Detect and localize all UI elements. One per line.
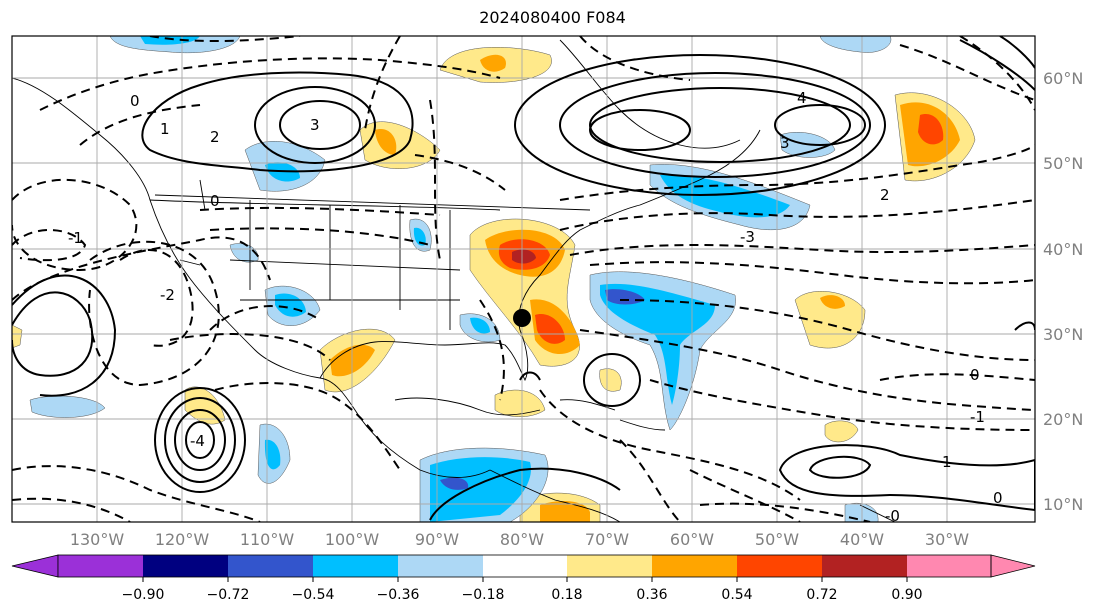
colorbar-tick: −0.72 (207, 587, 250, 603)
colorbar-segment (737, 555, 822, 577)
lon-label: 90°W (415, 530, 459, 549)
contour-label: -0 (885, 507, 900, 525)
map-frame (11, 35, 1036, 523)
contour-label: 0 (130, 92, 140, 110)
contour-label: -1 (68, 229, 83, 247)
lat-label: 40°N (1043, 240, 1083, 259)
colorbar-tick: −0.36 (377, 587, 420, 603)
coastlines-borders (12, 39, 896, 522)
negative-contours (12, 36, 1035, 522)
colorbar-tick: 0.36 (636, 587, 667, 603)
colorbar-segment (398, 555, 483, 577)
contour-label: 3 (310, 116, 320, 134)
lon-label: 100°W (325, 530, 380, 549)
contour-label: 3 (780, 134, 790, 152)
colorbar-segment (907, 555, 991, 577)
colorbar-tick: 0.54 (721, 587, 752, 603)
contour-label: -3 (740, 228, 755, 246)
contour-label-group: 0 1 2 3 0 -1 -2 -3 4 -4 2 -0 0 1 -1 0 3 (68, 89, 1003, 525)
colorbar-tick: −0.18 (462, 587, 505, 603)
lon-label: 130°W (70, 530, 125, 549)
longitude-labels: 130°W 120°W 110°W 100°W 90°W 80°W 70°W 6… (70, 530, 969, 549)
contour-label: 2 (210, 128, 220, 146)
lat-label: 30°N (1043, 325, 1083, 344)
storm-location-dot (513, 309, 531, 327)
lat-label: 10°N (1043, 495, 1083, 514)
colorbar-segment (58, 555, 143, 577)
colorbar-segment (652, 555, 737, 577)
colorbar-segment (313, 555, 398, 577)
contour-label: 1 (942, 453, 952, 471)
colorbar-segment (228, 555, 313, 577)
colorbar-segment (143, 555, 228, 577)
lat-label: 50°N (1043, 154, 1083, 173)
contour-label: 1 (160, 120, 170, 138)
lon-label: 80°W (500, 530, 544, 549)
contour-label: -4 (190, 432, 205, 450)
colorbar-segment (567, 555, 652, 577)
colorbar-tick: 0.18 (551, 587, 582, 603)
contour-label: 0 (993, 489, 1003, 507)
latitude-labels: 60°N 50°N 40°N 30°N 20°N 10°N (1043, 69, 1083, 514)
lon-label: 50°W (755, 530, 799, 549)
lon-label: 40°W (840, 530, 884, 549)
colorbar-extend-low (11, 554, 59, 578)
contour-label: 0 (970, 366, 980, 384)
map-title: 2024080400 F084 (479, 8, 626, 27)
lon-label: 110°W (240, 530, 295, 549)
colorbar-tick: −0.54 (292, 587, 335, 603)
contour-label: 4 (797, 89, 807, 107)
lon-label: 30°W (925, 530, 969, 549)
lon-label: 120°W (155, 530, 210, 549)
colorbar-segment (483, 555, 567, 577)
colorbar: −0.90 −0.72 −0.54 −0.36 −0.18 0.18 0.36 … (11, 554, 1036, 603)
colorbar-tick: −0.90 (122, 587, 165, 603)
lon-label: 60°W (670, 530, 714, 549)
lat-label: 60°N (1043, 69, 1083, 88)
colorbar-extend-high (990, 554, 1036, 578)
contour-lines (12, 36, 1035, 522)
lon-label: 70°W (585, 530, 629, 549)
contour-label: -2 (160, 286, 175, 304)
colorbar-segment (822, 555, 907, 577)
contour-label: 0 (210, 192, 220, 210)
contour-label: 2 (880, 186, 890, 204)
shaded-anomalies (12, 36, 976, 522)
contour-label: -1 (970, 408, 985, 426)
colorbar-tick: 0.90 (891, 587, 922, 603)
colorbar-tick: 0.72 (806, 587, 837, 603)
lat-label: 20°N (1043, 410, 1083, 429)
